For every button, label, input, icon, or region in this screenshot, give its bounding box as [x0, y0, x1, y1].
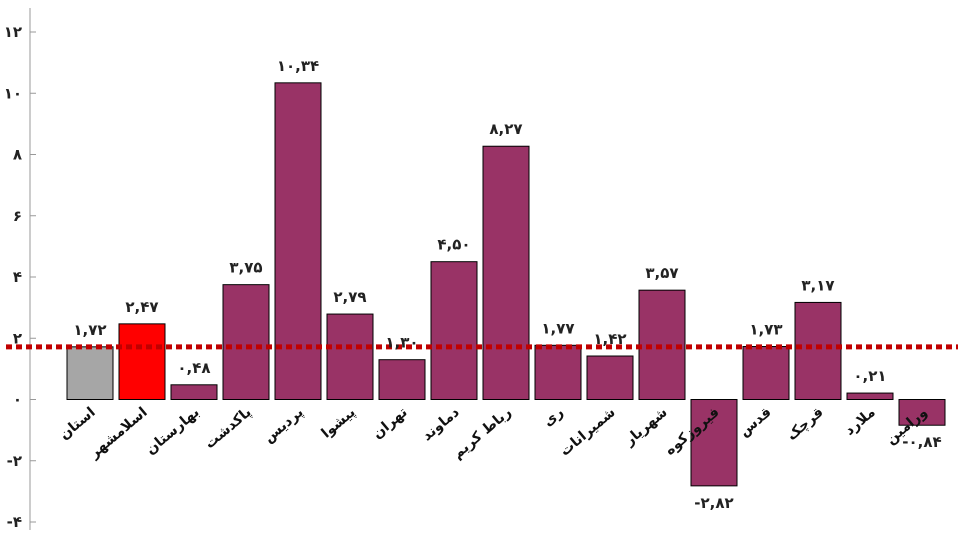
data-label: ۳,۷۵	[229, 259, 262, 277]
bar	[586, 355, 634, 401]
y-tick-label: ۰	[13, 391, 22, 409]
category-label: ملارد	[842, 404, 879, 438]
bar	[66, 346, 114, 401]
category-label: شمیرانات	[557, 404, 619, 459]
category-label: قدس	[736, 404, 774, 440]
category-label: تهران	[370, 404, 411, 442]
bar	[742, 346, 790, 400]
bar	[170, 384, 218, 400]
bar	[378, 359, 426, 400]
data-label: ۴,۵۰	[437, 236, 470, 254]
data-label: ۸,۲۷	[489, 120, 522, 138]
category-label: شهریار	[621, 404, 671, 449]
bars	[66, 82, 946, 487]
data-label: ۱,۷۲	[73, 321, 106, 339]
y-axis-ticks: -۴ -۲ ۰ ۲ ۴ ۶ ۸ ۱۰ ۱۲	[4, 23, 36, 531]
y-tick-label: -۴	[7, 513, 22, 531]
data-label: ۱,۷۳	[749, 321, 782, 339]
data-labels: ۱,۷۲ ۲,۴۷ ۰,۴۸ ۳,۷۵ ۱۰,۳۴ ۲,۷۹ ۱,۳۰ ۴,۵۰ ۸,۲۷ ۱,۷…	[73, 57, 941, 512]
data-label: ۳,۱۷	[801, 276, 834, 294]
data-label: ۱,۳۰	[385, 334, 418, 352]
y-tick-label: ۸	[13, 146, 22, 164]
data-label: ۱,۷۷	[541, 319, 574, 337]
data-label: ۱,۴۲	[593, 330, 626, 348]
y-tick-label: ۱۲	[4, 23, 22, 41]
bar	[274, 82, 322, 401]
bar	[794, 301, 842, 401]
category-label: استان	[56, 404, 98, 443]
data-label: ۱۰,۳۴	[277, 57, 319, 75]
y-tick-label: ۱۰	[4, 84, 22, 102]
category-label: پیشوا	[319, 404, 359, 441]
bar	[326, 313, 374, 400]
bar	[898, 399, 946, 426]
bar	[222, 284, 270, 400]
bar	[482, 145, 530, 400]
bar	[430, 261, 478, 400]
bar	[118, 323, 166, 401]
category-label: بهارستان	[143, 404, 203, 458]
data-label: ۰,۴۸	[177, 359, 210, 377]
y-tick-label: ۶	[13, 207, 22, 225]
data-label: ۲,۴۷	[125, 298, 158, 316]
category-label: پاکدشت	[202, 404, 255, 452]
bar	[534, 344, 582, 401]
y-tick-label: -۲	[7, 452, 22, 470]
category-label: پردیس	[261, 404, 307, 446]
bar	[846, 392, 894, 401]
data-label: -۲,۸۲	[694, 494, 733, 512]
bar	[690, 399, 738, 487]
y-tick-label: ۲	[13, 329, 22, 347]
category-label: دماوند	[419, 404, 462, 444]
data-label: ۰,۲۱	[853, 367, 886, 385]
category-label: قرچک	[784, 404, 827, 443]
category-label: ری	[540, 404, 566, 430]
data-label: -۰,۸۴	[902, 433, 941, 451]
data-label: ۳,۵۷	[645, 264, 678, 282]
data-label: ۲,۷۹	[333, 288, 366, 306]
y-tick-label: ۴	[13, 268, 22, 286]
